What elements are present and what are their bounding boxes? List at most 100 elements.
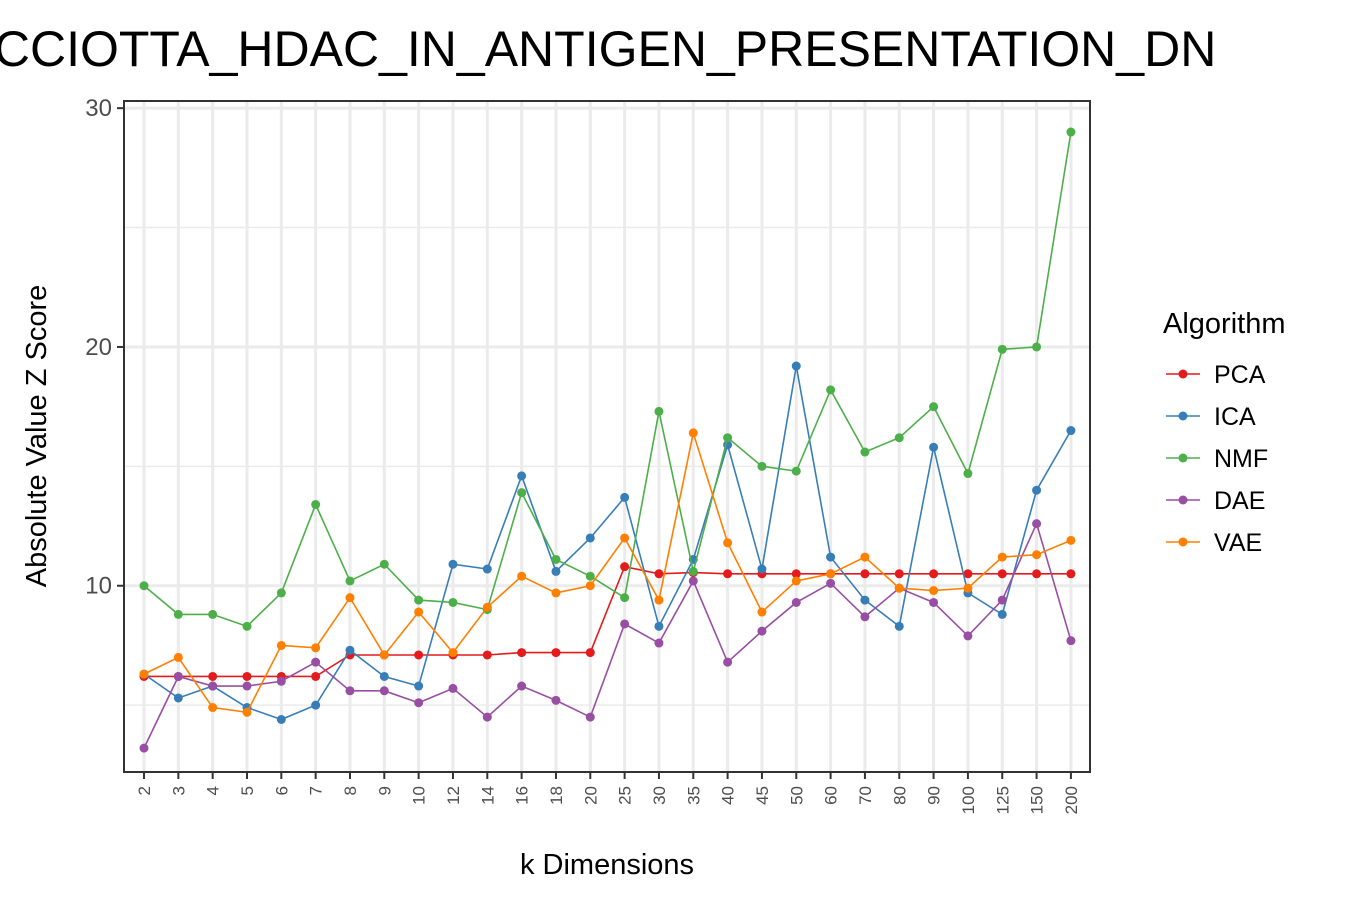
legend-item-ica: ICA bbox=[1166, 403, 1256, 431]
data-point-nmf bbox=[620, 593, 630, 603]
x-tick-label: 35 bbox=[684, 786, 703, 805]
data-point-dae bbox=[345, 686, 355, 696]
data-point-dae bbox=[311, 657, 321, 667]
data-point-ica bbox=[894, 621, 904, 631]
data-point-dae bbox=[173, 671, 183, 681]
x-tick-label: 4 bbox=[204, 786, 223, 795]
series-vae bbox=[139, 428, 1076, 717]
y-axis: 10 20 30 bbox=[85, 95, 124, 600]
data-point-pca bbox=[551, 648, 561, 658]
data-point-dae bbox=[551, 695, 561, 705]
data-point-vae bbox=[723, 538, 733, 548]
data-point-nmf bbox=[757, 461, 767, 471]
plot-background bbox=[124, 101, 1090, 772]
series-layer bbox=[139, 127, 1076, 753]
x-tick-label: 6 bbox=[272, 786, 291, 795]
data-point-pca bbox=[860, 569, 870, 579]
data-point-vae bbox=[688, 428, 698, 438]
data-point-dae bbox=[688, 576, 698, 586]
x-tick-label: 80 bbox=[890, 786, 909, 805]
data-point-vae bbox=[963, 583, 973, 593]
data-point-dae bbox=[997, 595, 1007, 605]
data-point-dae bbox=[482, 712, 492, 722]
data-point-nmf bbox=[688, 566, 698, 576]
data-point-nmf bbox=[860, 447, 870, 457]
x-tick-label: 2 bbox=[135, 786, 154, 795]
data-point-ica bbox=[345, 645, 355, 655]
data-point-vae bbox=[276, 640, 286, 650]
data-point-vae bbox=[517, 571, 527, 581]
x-tick-label: 8 bbox=[341, 786, 360, 795]
x-tick-label: 45 bbox=[753, 786, 772, 805]
data-point-nmf bbox=[379, 559, 389, 569]
x-axis-title: k Dimensions bbox=[520, 849, 694, 881]
data-point-dae bbox=[379, 686, 389, 696]
legend-item-vae: VAE bbox=[1166, 529, 1262, 557]
data-point-vae bbox=[208, 703, 218, 713]
x-tick-label: 16 bbox=[513, 786, 532, 805]
x-tick-label: 12 bbox=[444, 786, 463, 805]
legend-label: PCA bbox=[1214, 361, 1266, 389]
data-point-pca bbox=[311, 671, 321, 681]
x-tick-label: 18 bbox=[547, 786, 566, 805]
data-point-ica bbox=[517, 471, 527, 481]
data-point-vae bbox=[1066, 535, 1076, 545]
series-line-ica bbox=[143, 365, 1072, 721]
legend: Algorithm PCA ICA NMF DAE VAE bbox=[1163, 308, 1286, 557]
data-point-ica bbox=[791, 361, 801, 371]
x-tick-label: 90 bbox=[925, 786, 944, 805]
grid-lines bbox=[124, 101, 1090, 772]
data-point-dae bbox=[276, 676, 286, 686]
legend-key-point bbox=[1178, 411, 1188, 421]
data-point-nmf bbox=[963, 469, 973, 479]
data-point-vae bbox=[997, 552, 1007, 562]
data-point-ica bbox=[482, 564, 492, 574]
data-point-dae bbox=[963, 631, 973, 641]
data-point-nmf bbox=[791, 466, 801, 476]
y-tick-label: 30 bbox=[85, 95, 112, 122]
data-point-nmf bbox=[585, 571, 595, 581]
data-point-ica bbox=[997, 609, 1007, 619]
series-ica bbox=[139, 361, 1076, 724]
x-tick-label: 9 bbox=[375, 786, 394, 795]
legend-key-point bbox=[1178, 495, 1188, 505]
data-point-ica bbox=[379, 671, 389, 681]
data-point-dae bbox=[585, 712, 595, 722]
legend-key-point bbox=[1178, 369, 1188, 379]
data-point-nmf bbox=[139, 581, 149, 591]
data-point-dae bbox=[517, 681, 527, 691]
data-point-vae bbox=[929, 586, 939, 596]
data-point-vae bbox=[139, 669, 149, 679]
series-nmf bbox=[139, 127, 1076, 631]
data-point-vae bbox=[345, 593, 355, 603]
data-point-dae bbox=[723, 657, 733, 667]
data-point-vae bbox=[826, 569, 836, 579]
data-point-pca bbox=[723, 569, 733, 579]
data-point-dae bbox=[448, 683, 458, 693]
data-point-vae bbox=[379, 650, 389, 660]
x-axis: 2 3 4 5 6 7 8 9 10 12 14 16 18 20 25 30 35 40 45 50 60 70 80 90… bbox=[135, 772, 1081, 814]
data-point-nmf bbox=[1066, 127, 1076, 137]
data-point-nmf bbox=[517, 488, 527, 498]
data-point-nmf bbox=[997, 344, 1007, 354]
data-point-vae bbox=[311, 643, 321, 653]
data-point-dae bbox=[1066, 636, 1076, 646]
data-point-dae bbox=[929, 597, 939, 607]
x-tick-label: 30 bbox=[650, 786, 669, 805]
data-point-pca bbox=[414, 650, 424, 660]
data-point-pca bbox=[791, 569, 801, 579]
data-point-pca bbox=[929, 569, 939, 579]
data-point-pca bbox=[620, 562, 630, 572]
y-tick-label: 10 bbox=[85, 573, 112, 600]
series-line-dae bbox=[143, 521, 1072, 749]
legend-item-nmf: NMF bbox=[1166, 445, 1268, 473]
data-point-nmf bbox=[723, 433, 733, 443]
legend-key-point bbox=[1178, 453, 1188, 463]
x-tick-label: 50 bbox=[787, 786, 806, 805]
data-point-ica bbox=[448, 559, 458, 569]
data-point-ica bbox=[929, 442, 939, 452]
data-point-nmf bbox=[311, 500, 321, 510]
data-point-nmf bbox=[929, 402, 939, 412]
data-point-vae bbox=[894, 583, 904, 593]
data-point-ica bbox=[585, 533, 595, 543]
